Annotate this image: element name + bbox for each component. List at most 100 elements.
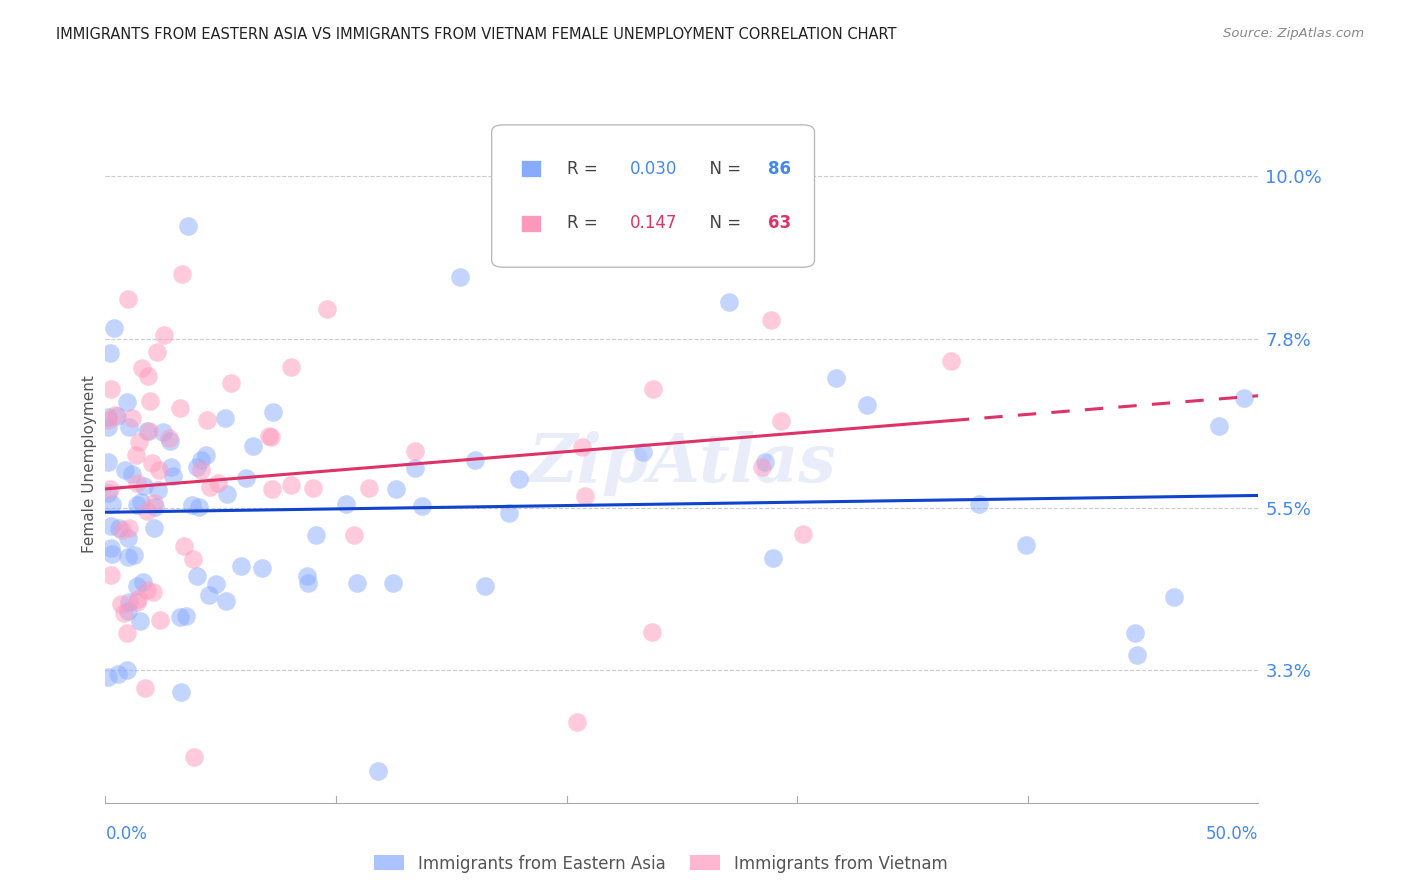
Point	[186, 460, 208, 475]
Point	[142, 584, 165, 599]
Text: 0.147: 0.147	[630, 214, 678, 232]
Point	[125, 579, 148, 593]
Point	[302, 482, 325, 496]
Point	[1123, 626, 1146, 640]
Point	[136, 369, 159, 384]
Point	[170, 685, 193, 699]
Bar	[520, 215, 541, 232]
Point	[174, 609, 197, 624]
Point	[180, 498, 202, 512]
Bar	[520, 161, 541, 178]
Point	[197, 588, 219, 602]
Point	[571, 440, 593, 454]
Point	[97, 455, 120, 469]
Point	[129, 495, 152, 509]
Point	[262, 405, 284, 419]
FancyBboxPatch shape	[492, 125, 814, 268]
Point	[107, 667, 129, 681]
Point	[259, 429, 281, 443]
Point	[97, 485, 120, 500]
Point	[792, 527, 814, 541]
Point	[143, 500, 166, 514]
Point	[186, 569, 208, 583]
Point	[112, 607, 135, 621]
Point	[640, 625, 662, 640]
Point	[100, 568, 122, 582]
Point	[149, 613, 172, 627]
Point	[153, 328, 176, 343]
Point	[145, 344, 167, 359]
Text: 50.0%: 50.0%	[1206, 825, 1258, 843]
Point	[100, 382, 122, 396]
Point	[404, 461, 426, 475]
Y-axis label: Female Unemployment: Female Unemployment	[82, 375, 97, 553]
Point	[139, 394, 162, 409]
Point	[969, 497, 991, 511]
Point	[297, 575, 319, 590]
Point	[118, 521, 141, 535]
Point	[1163, 591, 1185, 605]
Point	[127, 591, 149, 606]
Point	[343, 528, 366, 542]
Point	[169, 401, 191, 416]
Point	[295, 569, 318, 583]
Point	[118, 420, 141, 434]
Point	[136, 425, 159, 439]
Point	[159, 434, 181, 448]
Point	[762, 550, 785, 565]
Text: N =: N =	[699, 214, 747, 232]
Point	[138, 424, 160, 438]
Point	[404, 444, 426, 458]
Point	[114, 462, 136, 476]
Point	[111, 524, 134, 538]
Text: 0.030: 0.030	[630, 160, 678, 178]
Point	[118, 594, 141, 608]
Point	[117, 395, 139, 409]
Point	[117, 292, 139, 306]
Point	[205, 576, 228, 591]
Point	[474, 579, 496, 593]
Point	[173, 539, 195, 553]
Point	[1126, 648, 1149, 663]
Point	[121, 410, 143, 425]
Point	[117, 531, 139, 545]
Point	[221, 376, 243, 390]
Point	[117, 550, 139, 565]
Point	[229, 558, 252, 573]
Point	[190, 463, 212, 477]
Point	[124, 448, 146, 462]
Point	[315, 302, 337, 317]
Point	[939, 354, 962, 368]
Point	[97, 410, 120, 425]
Point	[132, 574, 155, 589]
Point	[207, 476, 229, 491]
Point	[127, 595, 149, 609]
Point	[97, 419, 120, 434]
Text: R =: R =	[567, 214, 603, 232]
Point	[761, 313, 783, 327]
Point	[97, 412, 120, 426]
Point	[260, 429, 283, 443]
Point	[195, 413, 218, 427]
Point	[190, 453, 212, 467]
Point	[335, 497, 357, 511]
Point	[107, 409, 129, 424]
Text: ZipAtlas: ZipAtlas	[529, 432, 835, 496]
Legend: Immigrants from Eastern Asia, Immigrants from Vietnam: Immigrants from Eastern Asia, Immigrants…	[367, 848, 955, 880]
Point	[215, 487, 238, 501]
Point	[142, 496, 165, 510]
Point	[384, 483, 406, 497]
Point	[754, 455, 776, 469]
Point	[100, 497, 122, 511]
Point	[411, 500, 433, 514]
Point	[117, 664, 139, 678]
Point	[98, 346, 121, 360]
Point	[252, 561, 274, 575]
Point	[280, 360, 302, 375]
Point	[100, 519, 122, 533]
Point	[1015, 538, 1038, 552]
Point	[215, 594, 238, 608]
Point	[152, 425, 174, 439]
Point	[508, 472, 530, 486]
Point	[751, 459, 773, 474]
